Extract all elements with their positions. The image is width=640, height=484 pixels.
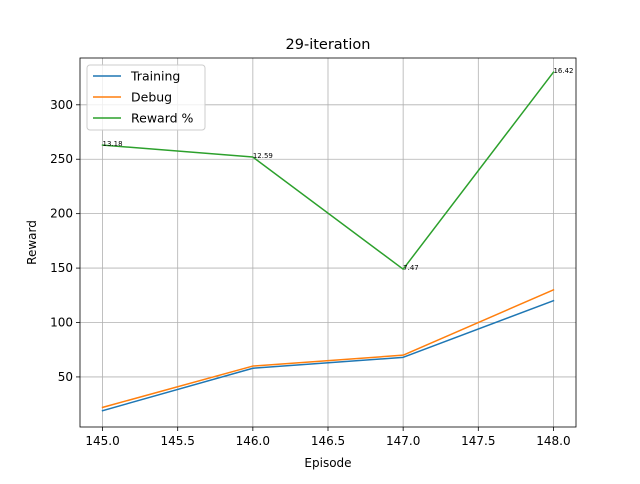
x-tick-label: 146.0 [236, 434, 270, 448]
y-tick-label: 250 [50, 152, 73, 166]
y-tick-label: 50 [58, 370, 73, 384]
data-label: 13.18 [103, 140, 123, 148]
legend-label-training: Training [130, 69, 180, 84]
y-tick-label: 300 [50, 98, 73, 112]
series-line-training [101, 299, 555, 412]
y-tick-label: 150 [50, 261, 73, 275]
legend-label-debug: Debug [131, 90, 172, 105]
data-label: 16.42 [553, 67, 573, 75]
data-labels: 13.18 12.59 7.47 16.42 [103, 67, 574, 272]
y-axis-label: Reward [25, 220, 39, 265]
x-axis-ticks: 145.0 145.5 146.0 146.5 147.0 147.5 148.0 [85, 427, 571, 448]
y-axis-ticks: 50 100 150 200 250 300 [50, 98, 80, 384]
legend-label-reward: Reward % [131, 111, 194, 126]
y-tick-label: 200 [50, 207, 73, 221]
data-label: 12.59 [253, 152, 273, 160]
x-axis-label: Episode [304, 456, 351, 470]
x-tick-label: 145.5 [161, 434, 195, 448]
chart-title: 29-iteration [286, 37, 371, 53]
legend-box [86, 64, 206, 131]
y-tick-label: 100 [50, 316, 73, 330]
legend-items: Training Debug Reward % [93, 69, 194, 126]
x-tick-label: 147.0 [386, 434, 420, 448]
series-lines [101, 71, 555, 412]
x-tick-label: 146.5 [311, 434, 345, 448]
series-line-debug [101, 288, 555, 409]
x-tick-label: 148.0 [536, 434, 570, 448]
legend: Training Debug Reward % [86, 64, 206, 131]
data-label: 7.47 [403, 264, 419, 272]
series-line-reward [101, 71, 555, 270]
x-tick-label: 147.5 [461, 434, 495, 448]
x-tick-label: 145.0 [85, 434, 119, 448]
